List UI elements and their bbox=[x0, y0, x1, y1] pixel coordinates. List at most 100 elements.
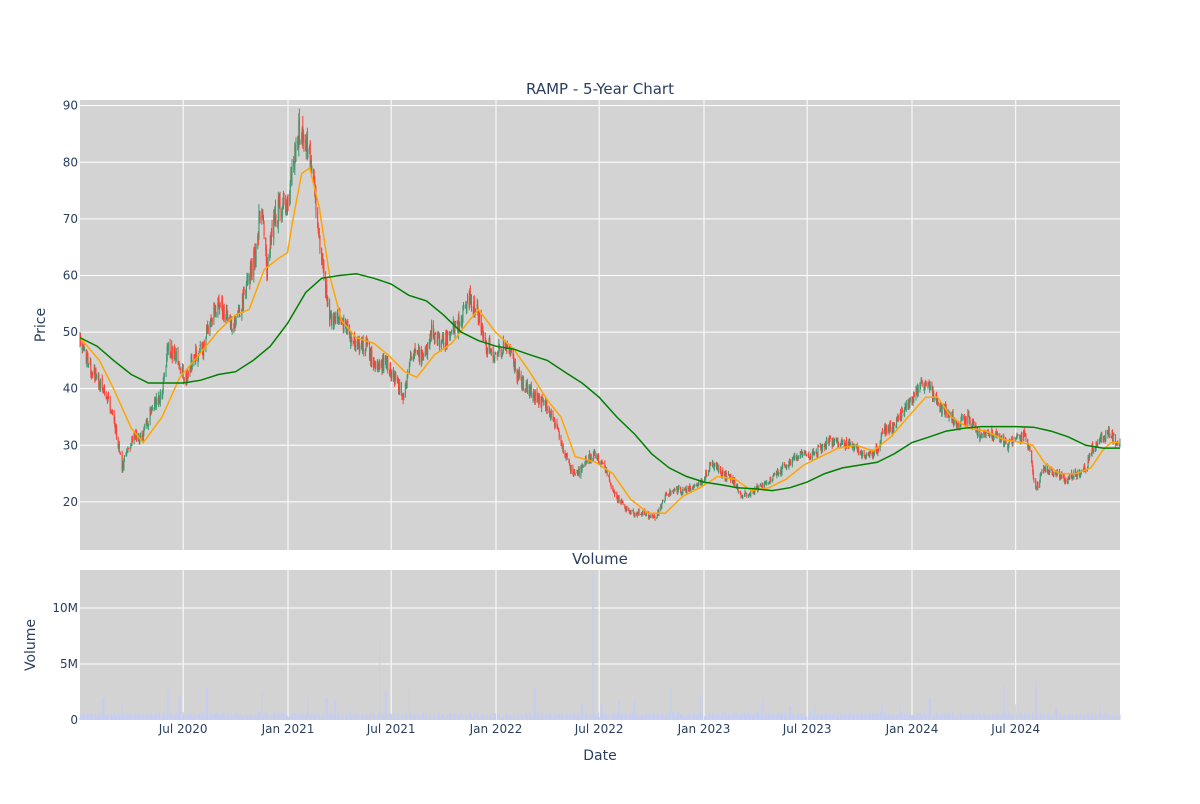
candle-body bbox=[281, 210, 283, 218]
price-y-tick-label: 60 bbox=[63, 268, 78, 282]
volume-bar bbox=[298, 714, 300, 720]
volume-bar bbox=[776, 715, 778, 720]
candle-body bbox=[297, 141, 299, 150]
candle-body bbox=[581, 465, 583, 470]
volume-bar bbox=[558, 713, 560, 720]
volume-bar bbox=[313, 717, 315, 720]
volume-bar bbox=[261, 692, 263, 720]
candle-body bbox=[758, 486, 760, 489]
volume-bar bbox=[701, 716, 703, 720]
candle-body bbox=[384, 358, 386, 361]
candle-body bbox=[944, 406, 946, 414]
volume-bar bbox=[594, 715, 596, 720]
candle-body bbox=[951, 412, 953, 422]
volume-bar bbox=[441, 715, 443, 720]
volume-bar bbox=[500, 717, 502, 720]
candle-body bbox=[525, 390, 527, 392]
x-tick-labels: Jul 2020 Jan 2021 Jul 2021 Jan 2022 Jul 2022… bbox=[158, 722, 1040, 736]
volume-bar bbox=[728, 716, 730, 720]
volume-bar bbox=[266, 713, 268, 720]
volume-bar bbox=[159, 717, 161, 720]
candle-body bbox=[614, 491, 616, 495]
candle-body bbox=[211, 317, 213, 323]
volume-bar bbox=[239, 717, 241, 720]
candle-body bbox=[490, 350, 492, 352]
candle-body bbox=[414, 348, 416, 355]
volume-bar bbox=[856, 717, 858, 720]
candle-body bbox=[1108, 428, 1110, 433]
candle-body bbox=[624, 505, 626, 508]
volume-bar bbox=[147, 717, 149, 720]
candle-body bbox=[806, 454, 808, 457]
candle-body bbox=[298, 118, 300, 141]
candle-body bbox=[109, 399, 111, 411]
candle-body bbox=[307, 150, 309, 154]
candle-body bbox=[259, 214, 261, 217]
volume-bar bbox=[759, 712, 761, 720]
candle-body bbox=[82, 344, 84, 348]
candle-body bbox=[492, 349, 494, 359]
volume-bar bbox=[174, 713, 176, 720]
volume-bar bbox=[370, 717, 372, 720]
candle-body bbox=[173, 347, 175, 359]
candle-body bbox=[390, 372, 392, 380]
volume-bar bbox=[290, 714, 292, 720]
volume-bar bbox=[873, 712, 875, 720]
candle-body bbox=[948, 414, 950, 419]
volume-bar bbox=[945, 714, 947, 720]
candle-body bbox=[548, 409, 550, 411]
volume-bar bbox=[573, 712, 575, 720]
volume-bar bbox=[162, 716, 164, 720]
volume-bar bbox=[498, 713, 500, 720]
candle-body bbox=[569, 462, 571, 466]
volume-bar bbox=[969, 715, 971, 720]
candle-body bbox=[564, 452, 566, 457]
volume-bar bbox=[909, 714, 911, 720]
volume-bar bbox=[860, 717, 862, 720]
volume-bar bbox=[642, 714, 644, 720]
candle-body bbox=[529, 386, 531, 395]
volume-bar bbox=[406, 715, 408, 720]
volume-bar bbox=[761, 714, 763, 720]
volume-bar bbox=[415, 713, 417, 720]
volume-bar bbox=[418, 712, 420, 720]
candle-body bbox=[88, 365, 90, 367]
candle-body bbox=[739, 491, 741, 495]
candle-body bbox=[700, 478, 702, 486]
volume-bar bbox=[955, 717, 957, 720]
candle-body bbox=[865, 455, 867, 458]
volume-bar bbox=[652, 712, 654, 720]
volume-bar bbox=[758, 713, 760, 720]
volume-bar bbox=[778, 713, 780, 720]
candle-body bbox=[881, 432, 883, 436]
volume-y-tick-label: 5M bbox=[60, 657, 78, 671]
volume-bar bbox=[91, 712, 93, 720]
volume-bar bbox=[201, 712, 203, 720]
candle-body bbox=[354, 346, 356, 349]
candle-body bbox=[546, 409, 548, 411]
volume-bar bbox=[315, 713, 317, 720]
volume-bar bbox=[965, 713, 967, 720]
volume-bar bbox=[143, 716, 145, 720]
volume-bar bbox=[290, 715, 292, 720]
candle-body bbox=[1100, 433, 1102, 435]
price-chart-title: RAMP - 5-Year Chart bbox=[526, 80, 674, 98]
volume-bar bbox=[494, 716, 496, 720]
volume-bar bbox=[868, 714, 870, 720]
volume-bar bbox=[414, 716, 416, 720]
candle-body bbox=[101, 378, 103, 388]
candle-body bbox=[833, 443, 835, 445]
candle-body bbox=[380, 362, 382, 368]
volume-bar bbox=[375, 716, 377, 720]
candle-body bbox=[1089, 453, 1091, 456]
candle-body bbox=[977, 429, 979, 437]
candle-body bbox=[973, 419, 975, 424]
volume-bar bbox=[668, 712, 670, 720]
volume-bar bbox=[191, 716, 193, 720]
volume-bar bbox=[171, 715, 173, 720]
volume-bar bbox=[530, 714, 532, 720]
volume-bar bbox=[1091, 712, 1093, 720]
candle-body bbox=[214, 305, 216, 315]
volume-bar bbox=[90, 714, 92, 720]
candle-body bbox=[653, 514, 655, 517]
